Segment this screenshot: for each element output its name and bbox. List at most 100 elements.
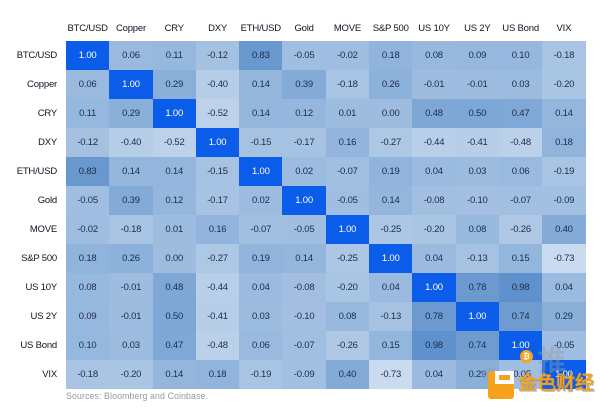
column-header: S&P 500 (372, 23, 409, 34)
matrix-cell: 0.06 (498, 157, 543, 186)
matrix-cell: -0.41 (455, 128, 499, 157)
matrix-cell: 0.09 (455, 41, 499, 70)
matrix-cell: -0.25 (325, 244, 370, 273)
matrix-cell: 1.00 (542, 360, 586, 389)
matrix-cell: -0.19 (239, 360, 283, 389)
row-label: S&P 500 (21, 253, 57, 264)
matrix-cell: 0.04 (369, 273, 413, 302)
matrix-cell: -0.10 (455, 186, 499, 215)
matrix-cell: -0.05 (325, 186, 370, 215)
column-header: DXY (208, 23, 227, 34)
matrix-cell: -0.02 (325, 41, 370, 70)
matrix-cell: 0.11 (152, 41, 196, 70)
matrix-cell: 1.00 (282, 186, 326, 215)
matrix-cell: 0.98 (498, 273, 543, 302)
matrix-cell: 0.02 (282, 157, 326, 186)
matrix-cell: 0.50 (455, 99, 499, 128)
matrix-cell: 0.09 (66, 302, 110, 331)
matrix-cell: 0.08 (455, 215, 499, 244)
column-header: Gold (294, 23, 314, 34)
matrix-cell: -0.20 (412, 215, 456, 244)
matrix-cell: -0.17 (195, 186, 240, 215)
matrix-cell: 0.14 (152, 360, 196, 389)
matrix-corner (0, 0, 66, 41)
matrix-cell: -0.19 (542, 157, 586, 186)
matrix-cell: 0.14 (152, 157, 196, 186)
matrix-cell: -0.08 (412, 186, 456, 215)
row-label: US 2Y (30, 311, 58, 322)
matrix-cell: 1.00 (369, 244, 413, 273)
matrix-cell: 0.18 (542, 128, 586, 157)
matrix-cell: 0.16 (195, 215, 240, 244)
matrix-cell: 0.78 (412, 302, 456, 331)
row-label: ETH/USD (16, 166, 58, 177)
column-header: VIX (556, 23, 572, 34)
matrix-cell: -0.15 (239, 128, 283, 157)
matrix-cell: 0.03 (498, 70, 543, 99)
matrix-cell: 0.06 (239, 331, 283, 360)
matrix-cell: 0.00 (369, 99, 413, 128)
column-header: Copper (115, 23, 146, 34)
matrix-cell: 0.04 (412, 244, 456, 273)
matrix-cell: 0.15 (498, 244, 543, 273)
matrix-cell: 0.02 (239, 186, 283, 215)
matrix-cell: -0.02 (66, 215, 110, 244)
matrix-cell: 0.14 (109, 157, 153, 186)
matrix-cell: 0.50 (152, 302, 196, 331)
matrix-cell: 0.40 (325, 360, 370, 389)
matrix-cell: 0.48 (412, 99, 456, 128)
matrix-cell: -0.18 (66, 360, 110, 389)
matrix-cell: 1.00 (455, 302, 499, 331)
matrix-cell: -0.05 (542, 331, 586, 360)
matrix-cell: -0.13 (455, 244, 499, 273)
row-label: US Bond (20, 340, 57, 351)
matrix-cell: 0.29 (455, 360, 499, 389)
matrix-cell: -0.20 (109, 360, 153, 389)
matrix-cell: 1.00 (195, 128, 240, 157)
matrix-cell: 0.29 (542, 302, 586, 331)
matrix-cell: 0.26 (109, 244, 153, 273)
column-header: US Bond (502, 23, 539, 34)
matrix-cell: 0.83 (239, 41, 283, 70)
matrix-cell: 0.04 (412, 157, 456, 186)
matrix-cell: -0.09 (542, 186, 586, 215)
matrix-cell: -0.48 (195, 331, 240, 360)
column-header: CRY (164, 23, 184, 34)
column-header: ETH/USD (240, 23, 282, 34)
row-label: DXY (38, 137, 57, 148)
matrix-cell: 0.08 (325, 302, 370, 331)
matrix-cell: -0.27 (195, 244, 240, 273)
matrix-cell: 0.03 (109, 331, 153, 360)
matrix-cell: -0.01 (109, 273, 153, 302)
matrix-cell: -0.07 (282, 331, 326, 360)
matrix-cell: 0.15 (369, 331, 413, 360)
matrix-cell: 0.00 (152, 244, 196, 273)
matrix-cell: 0.78 (455, 273, 499, 302)
matrix-cell: 0.01 (325, 99, 370, 128)
matrix-cell: 0.03 (239, 302, 283, 331)
matrix-cell: 0.16 (325, 128, 370, 157)
row-label: MOVE (29, 224, 57, 235)
matrix-cell: 0.14 (239, 70, 283, 99)
matrix-cell: 0.03 (455, 157, 499, 186)
matrix-cell: -0.17 (282, 128, 326, 157)
matrix-cell: 1.00 (109, 70, 153, 99)
matrix-cell: 0.47 (498, 99, 543, 128)
matrix-cell: 0.12 (152, 186, 196, 215)
matrix-cell: -0.01 (109, 302, 153, 331)
matrix-cell: 0.74 (455, 331, 499, 360)
matrix-cell: 0.48 (152, 273, 196, 302)
matrix-cell: 0.14 (369, 186, 413, 215)
matrix-cell: -0.12 (195, 41, 240, 70)
row-label: CRY (37, 108, 57, 119)
matrix-cell: 0.26 (369, 70, 413, 99)
matrix-cell: -0.05 (282, 41, 326, 70)
matrix-cell: -0.18 (109, 215, 153, 244)
matrix-cell: -0.12 (66, 128, 110, 157)
matrix-cell: -0.08 (282, 273, 326, 302)
matrix-cell: -0.25 (369, 215, 413, 244)
matrix-cell: 0.04 (542, 273, 586, 302)
matrix-cell: -0.18 (325, 70, 370, 99)
matrix-cell: 0.04 (239, 273, 283, 302)
matrix-cell: -0.01 (412, 70, 456, 99)
